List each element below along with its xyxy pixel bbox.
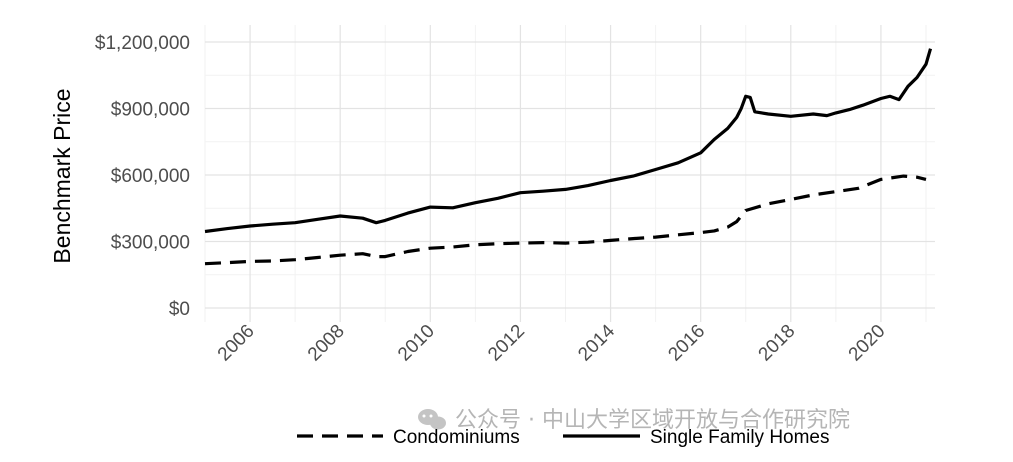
series-layer (204, 48, 933, 266)
x-tick-label: 2006 (214, 321, 259, 366)
x-tick-label: 2008 (304, 321, 349, 366)
y-axis-ticks: $0 $300,000 $600,000 $900,000 $1,200,000 (95, 33, 190, 320)
y-tick-label: $300,000 (111, 233, 190, 254)
x-tick-label: 2016 (664, 321, 709, 366)
y-axis-title: Benchmark Price (49, 88, 75, 263)
x-axis-ticks: 2006 2008 2010 2012 2014 2016 2018 2020 (214, 320, 890, 365)
y-tick-label: $600,000 (111, 166, 190, 187)
x-tick-label: 2010 (394, 321, 439, 366)
y-tick-label: $1,200,000 (95, 33, 190, 54)
wechat-icon (418, 409, 446, 430)
y-tick-label: $900,000 (111, 100, 190, 121)
x-tick-label: 2020 (845, 321, 890, 366)
legend: Condominiums Single Family Homes (297, 427, 830, 448)
grid-major (205, 25, 935, 322)
x-tick-label: 2014 (574, 320, 619, 365)
watermark-text: 公众号 · 中山大学区域开放与合作研究院 (455, 408, 850, 433)
legend-label: Condominiums (393, 427, 520, 448)
grid-minor (204, 25, 935, 322)
series-line-single-family-homes (204, 48, 933, 234)
legend-label: Single Family Homes (650, 427, 830, 448)
y-tick-label: $0 (169, 299, 190, 320)
x-tick-label: 2012 (484, 321, 529, 366)
x-tick-label: 2018 (755, 321, 800, 366)
watermark: 公众号 · 中山大学区域开放与合作研究院 (418, 408, 850, 433)
series-line-condominiums (204, 174, 927, 266)
